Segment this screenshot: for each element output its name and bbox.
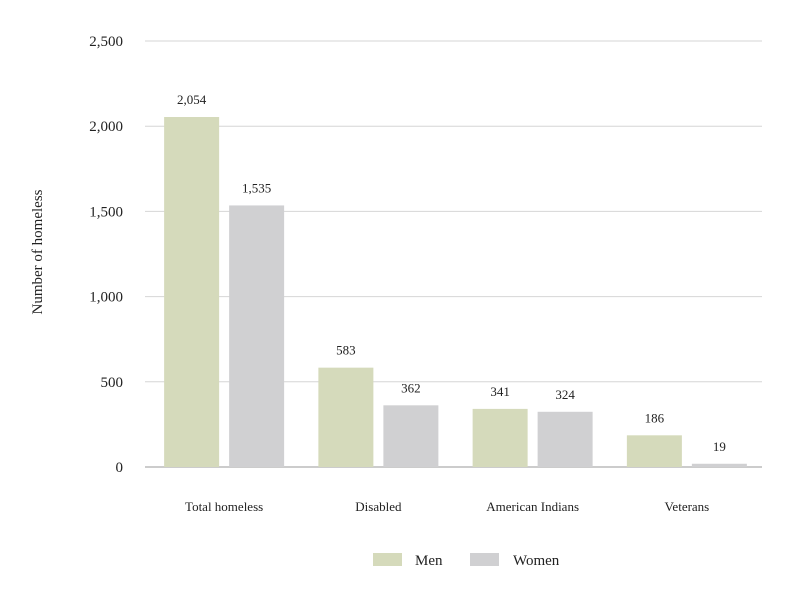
bar-women [229,205,285,467]
x-tick-label: Disabled [355,499,402,514]
legend-swatch-men [373,553,402,566]
data-label: 341 [490,384,510,399]
y-tick-label: 2,000 [89,119,123,135]
bar-men [626,435,682,467]
legend: Men Women [373,553,560,569]
data-label: 1,535 [242,180,271,195]
data-label: 19 [713,439,726,454]
bar-men [318,367,374,467]
y-axis-ticks: 0 500 1,000 1,500 2,000 2,500 [89,34,123,476]
bars: 2,054 1,535 583 362 341 324 186 19 [164,92,747,467]
legend-label-women: Women [513,553,560,569]
data-label: 583 [336,343,356,358]
y-tick-label: 500 [101,375,124,391]
bar-women [383,405,439,467]
legend-swatch-women [470,553,499,566]
y-axis-label: Number of homeless [30,189,46,314]
x-tick-label: Total homeless [185,499,263,514]
bar-men [164,116,220,467]
y-tick-label: 0 [116,460,124,476]
data-label: 362 [401,380,421,395]
y-tick-label: 2,500 [89,34,123,50]
bar-men [472,408,528,467]
data-label: 186 [645,410,665,425]
bar-women [537,411,593,467]
y-tick-label: 1,500 [89,204,123,220]
x-tick-label: Veterans [664,499,709,514]
x-tick-label: American Indians [486,499,579,514]
legend-label-men: Men [415,553,443,569]
x-axis-labels: Total homeless Disabled American Indians Ve… [185,499,709,514]
data-label: 324 [555,387,575,402]
bar-women [691,463,747,467]
data-label: 2,054 [177,92,207,107]
y-tick-label: 1,000 [89,290,123,306]
